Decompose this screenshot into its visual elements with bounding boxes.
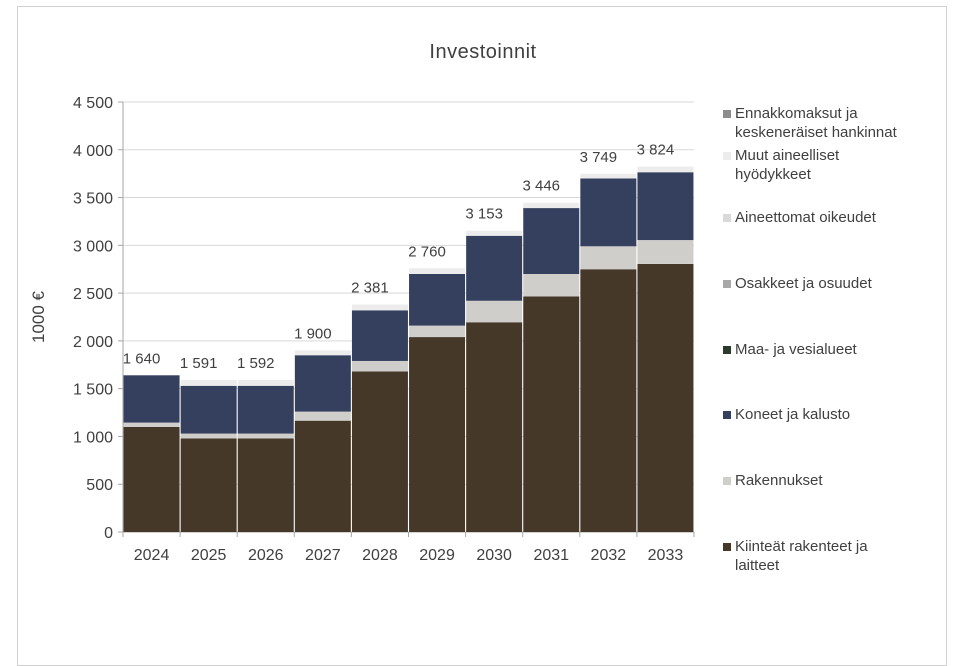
legend-label: Muut aineelliset hyödykkeet (735, 147, 840, 183)
x-tick-label: 2031 (533, 547, 569, 564)
bar-segment (466, 230, 523, 236)
bar-segment (523, 274, 580, 297)
bar-segment (351, 310, 408, 361)
bar-segment (409, 325, 466, 338)
bar-segment (466, 235, 523, 301)
bar-segment (409, 268, 466, 274)
legend-swatch (723, 543, 731, 551)
bar-segment (523, 208, 580, 274)
bar-segment (351, 371, 408, 532)
legend-swatch (723, 152, 731, 160)
bar-segment (466, 300, 523, 323)
bar-segment (580, 173, 637, 179)
bar-segment (180, 385, 237, 434)
legend-swatch (723, 346, 731, 354)
x-tick-label: 2030 (476, 547, 512, 564)
x-tick-label: 2033 (648, 547, 684, 564)
legend-item: Osakkeet ja osuudet (723, 274, 872, 293)
bar-segment (123, 426, 180, 532)
y-tick-label: 2 000 (73, 334, 113, 351)
bar-segment (237, 433, 294, 439)
bar-segment (351, 360, 408, 372)
bar-segment (637, 172, 694, 241)
bar-segment (180, 438, 237, 532)
x-tick-label: 2027 (305, 547, 341, 564)
bar-segment (580, 246, 637, 270)
total-data-label: 1 591 (180, 355, 218, 372)
bar-segment (294, 350, 351, 356)
bar-segment (637, 240, 694, 264)
legend-item: Maa- ja vesialueet (723, 340, 857, 359)
x-tick-label: 2025 (191, 547, 227, 564)
legend-label: Ennakkomaksut ja keskeneräiset hankinnat (735, 105, 897, 141)
total-data-label: 3 749 (580, 149, 618, 166)
bar-segment (637, 263, 694, 532)
y-tick-label: 2 500 (73, 286, 113, 303)
bar-segment (409, 274, 466, 326)
total-data-label: 2 381 (351, 279, 389, 296)
legend-swatch (723, 477, 731, 485)
legend-item: Aineettomat oikeudet (723, 208, 876, 227)
total-data-label: 1 640 (123, 350, 161, 367)
bar-segment (351, 304, 408, 311)
y-tick-label: 500 (86, 477, 113, 494)
y-tick-label: 3 500 (73, 191, 113, 208)
x-tick-label: 2032 (591, 547, 627, 564)
legend-swatch (723, 280, 731, 288)
y-tick-label: 3 000 (73, 238, 113, 255)
legend-swatch (723, 110, 731, 118)
legend-label: Kiinteät rakenteet ja laitteet (735, 538, 868, 574)
legend-label: Rakennukset (735, 472, 823, 489)
legend-label: Koneet ja kalusto (735, 406, 851, 423)
total-data-label: 1 592 (237, 355, 275, 372)
total-data-label: 3 153 (465, 206, 503, 223)
x-tick-label: 2028 (362, 547, 398, 564)
legend-label: Aineettomat oikeudet (735, 209, 876, 226)
bar-segment (637, 166, 694, 173)
legend-item: Koneet ja kalusto (723, 405, 850, 424)
bar-segment (580, 269, 637, 532)
y-tick-label: 1 500 (73, 382, 113, 399)
bar-segment (180, 379, 237, 386)
bar-segment (466, 322, 523, 532)
legend-label: Maa- ja vesialueet (735, 341, 857, 358)
legend-item: Rakennukset (723, 471, 823, 490)
legend-label: Osakkeet ja osuudet (735, 275, 872, 292)
total-data-label: 3 446 (522, 178, 560, 195)
x-tick-label: 2029 (419, 547, 455, 564)
bar-segment (237, 385, 294, 434)
bar-segment (523, 296, 580, 532)
legend-swatch (723, 411, 731, 419)
total-data-label: 2 760 (408, 243, 446, 260)
bar-segment (123, 375, 180, 423)
bar-segment (123, 422, 180, 427)
x-tick-label: 2024 (134, 547, 170, 564)
bar-segment (294, 411, 351, 421)
total-data-label: 3 824 (637, 142, 675, 159)
bar-segment (294, 355, 351, 412)
bar-segment (237, 438, 294, 532)
y-axis-title: 1000 € (29, 290, 48, 343)
legend-item: Muut aineelliset hyödykkeet (723, 146, 839, 184)
chart-title: Investoinnit (429, 41, 537, 63)
x-tick-label: 2026 (248, 547, 284, 564)
bar-segment (580, 178, 637, 247)
y-tick-label: 0 (104, 525, 113, 542)
bar-segment (294, 420, 351, 532)
y-tick-label: 1 000 (73, 429, 113, 446)
y-tick-label: 4 500 (73, 95, 113, 112)
bar-segment (523, 202, 580, 209)
y-tick-label: 4 000 (73, 143, 113, 160)
legend-item: Kiinteät rakenteet ja laitteet (723, 537, 868, 575)
bar-segment (180, 433, 237, 439)
legend-item: Ennakkomaksut ja keskeneräiset hankinnat (723, 104, 897, 142)
legend-swatch (723, 214, 731, 222)
bar-segment (409, 337, 466, 532)
bar-segment (237, 379, 294, 386)
total-data-label: 1 900 (294, 325, 332, 342)
